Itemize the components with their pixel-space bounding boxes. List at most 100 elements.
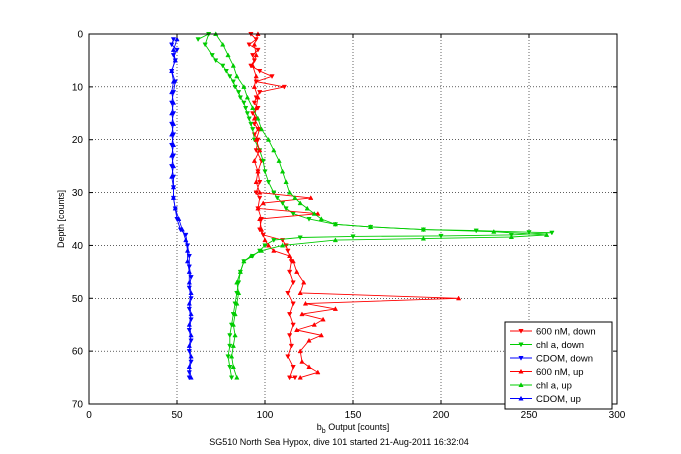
data-point-marker [518,355,524,361]
data-point-marker [290,258,296,264]
data-point-marker [269,74,275,80]
data-point-marker [308,195,314,200]
data-point-marker [287,312,293,317]
data-point-marker [251,121,258,127]
data-point-marker [260,200,266,206]
x-tick-label: 300 [609,410,626,421]
data-point-marker [174,47,180,53]
data-point-marker [186,343,192,348]
data-point-marker [232,84,238,90]
data-point-marker [265,136,272,142]
legend-box [504,321,613,410]
grid [89,34,617,404]
data-point-marker [290,364,296,370]
data-point-marker [299,311,305,317]
data-point-marker [186,253,192,259]
x-tick-label: 0 [86,410,92,421]
legend-item: CDOM, up [510,394,581,405]
data-point-marker [294,269,300,274]
data-point-marker [246,116,252,122]
data-point-marker [253,105,259,111]
data-point-marker [172,57,178,63]
data-point-marker [318,216,324,222]
data-point-marker [176,216,182,222]
data-point-marker [271,238,277,243]
data-point-marker [188,332,194,338]
data-point-marker [202,42,208,48]
x-axis-label-subscript: b [322,428,326,435]
data-point-marker [228,375,235,381]
series-chl-a-down [195,31,555,381]
y-tick-label: 0 [77,30,83,41]
data-point-marker [170,195,177,200]
data-point-marker [227,74,233,80]
data-point-marker [234,300,240,306]
y-tick-label: 70 [72,400,84,411]
data-point-marker [225,354,231,360]
data-point-marker [258,247,265,253]
data-point-marker [306,216,312,222]
data-point-marker [290,280,296,286]
x-axis-label-rest: Output [counts] [326,422,390,432]
data-point-marker [287,269,293,275]
data-point-marker [285,248,291,254]
figure-caption: SG510 North Sea Hypox, dive 101 started … [209,437,469,447]
y-tick-label: 10 [72,82,84,93]
data-point-marker [297,290,303,296]
data-point-marker [262,237,268,243]
data-point-marker [297,374,303,380]
y-tick-label: 40 [72,241,84,252]
data-point-marker [237,269,243,274]
data-point-marker [230,321,236,327]
data-point-marker [276,158,282,163]
x-tick-label: 150 [345,410,362,421]
data-point-marker [258,226,265,232]
x-axis-label: bb Output [counts] [317,422,389,435]
data-point-marker [271,247,277,253]
data-point-marker [292,375,298,381]
data-point-marker [251,115,258,121]
x-tick-label: 100 [257,410,274,421]
data-point-marker [285,290,291,296]
data-point-marker [253,179,259,185]
data-point-marker [262,243,268,249]
data-point-marker [304,205,310,211]
data-point-marker [332,221,339,227]
data-point-marker [262,169,268,175]
data-point-marker [241,100,247,106]
data-point-marker [257,147,263,153]
data-point-marker [257,189,263,195]
data-point-marker [188,311,194,317]
data-point-marker [169,42,175,48]
data-point-marker [292,195,298,200]
data-point-marker [279,168,286,174]
data-point-marker [170,142,177,148]
data-point-marker [169,110,175,116]
data-point-marker [315,369,321,375]
data-point-marker [253,52,259,58]
ticks: 0 50 100 150 200 250 300 0 10 20 30 40 50 60 70 [72,30,626,422]
data-point-marker [258,126,265,132]
data-point-marker [253,190,259,196]
data-point-marker [257,179,263,185]
data-point-marker [235,90,242,95]
data-point-marker [508,234,515,239]
data-point-marker [518,342,524,348]
data-point-marker [248,253,254,259]
data-point-marker [271,147,277,153]
data-point-marker [279,242,286,248]
y-tick-label: 20 [72,135,84,146]
data-point-marker [260,158,266,164]
data-point-marker [285,354,291,360]
data-point-marker [518,395,524,401]
data-point-marker [350,234,356,240]
data-point-marker [220,63,226,69]
data-point-marker [246,42,252,48]
data-point-marker [299,358,305,364]
data-point-marker [526,230,532,235]
data-point-marker [169,173,175,179]
data-point-marker [251,41,258,47]
data-point-marker [281,84,287,90]
data-point-marker [186,364,192,370]
data-point-marker [294,327,300,333]
